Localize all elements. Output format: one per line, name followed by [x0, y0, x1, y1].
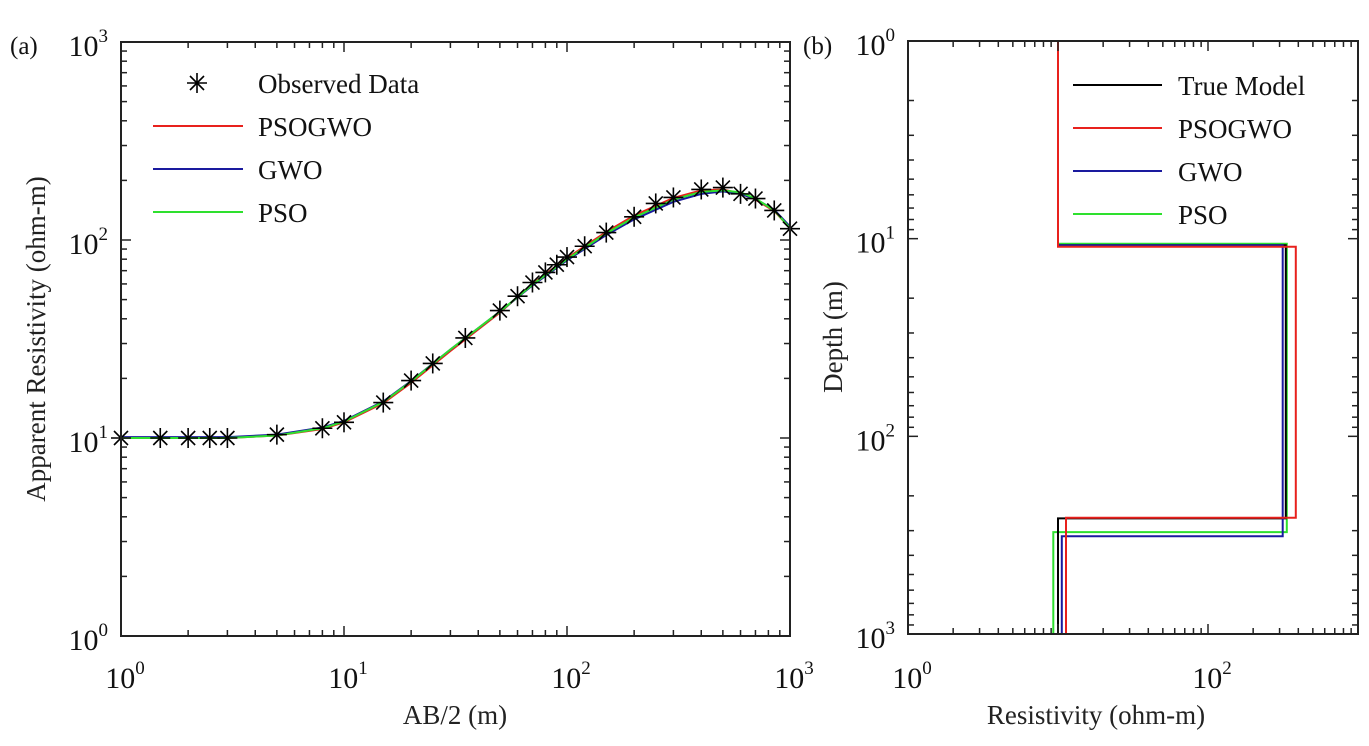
- observed-data-point: [266, 424, 287, 445]
- x-tick-label: 101: [328, 658, 368, 695]
- panel-a-marks: [111, 177, 800, 448]
- legend-label: PSOGWO: [258, 112, 372, 142]
- legend-item: True Model: [1073, 71, 1305, 101]
- panel-a-x-axis-label: AB/2 (m): [403, 700, 507, 730]
- legend-item: PSOGWO: [1073, 114, 1292, 144]
- observed-data-point: [334, 412, 354, 433]
- panel-b-axes-box: [907, 40, 1359, 635]
- y-tick-label: 103: [856, 618, 896, 655]
- observed-data-point: [535, 262, 556, 283]
- legend-label: True Model: [1178, 71, 1305, 101]
- observed-data-point: [546, 254, 567, 275]
- x-tick-label: 102: [551, 658, 591, 695]
- panel-b-label: (b): [803, 33, 832, 60]
- observed-data-point: [691, 179, 712, 200]
- legend-item: PSOGWO: [153, 112, 372, 142]
- panel-a-legend: Observed Data PSOGWO GWO PSO: [153, 69, 419, 228]
- y-tick-label: 102: [856, 420, 896, 457]
- panel-b-legend: True Model PSOGWO GWO PSO: [1073, 71, 1305, 230]
- series-line-psogwo: [121, 188, 791, 439]
- legend-label: PSO: [1178, 200, 1228, 230]
- observed-data-point: [507, 286, 528, 307]
- panel-b-ticks: 100 102 100 101 102 103: [856, 25, 1358, 695]
- y-tick-label: 102: [69, 224, 109, 261]
- observed-data-point: [764, 200, 785, 221]
- x-tick-label: 100: [105, 658, 145, 695]
- asterisk-marker-icon: [187, 73, 207, 93]
- panel-a-label: (a): [10, 33, 38, 60]
- observed-data-point: [199, 428, 220, 448]
- legend-label: PSO: [258, 198, 308, 228]
- observed-data-point: [401, 370, 422, 391]
- panel-a-y-axis-label: Apparent Resistivity (ohm-m): [21, 176, 51, 501]
- y-tick-label: 100: [856, 25, 896, 62]
- x-tick-label: 100: [892, 658, 932, 695]
- panel-b-y-axis-label: Depth (m): [818, 281, 848, 393]
- observed-data-point: [624, 206, 645, 227]
- observed-data-point: [489, 300, 510, 321]
- observed-data-point: [422, 353, 443, 374]
- panel-a: (a) 100 101 102 103 100 101 102 103 AB/2 (m) Ap…: [10, 26, 814, 730]
- legend-item: Observed Data: [187, 69, 419, 99]
- observed-data-point: [522, 272, 543, 293]
- observed-data-point: [557, 247, 577, 268]
- legend-item: GWO: [1073, 157, 1242, 187]
- observed-data-point: [712, 177, 733, 198]
- panel-a-axes-box: [120, 41, 791, 637]
- panel-a-ticks: 100 101 102 103 100 101 102 103: [69, 26, 814, 695]
- series-line-gwo: [121, 190, 791, 439]
- panel-b: (b) 100 102 100 101 102 103 Resistivity (ohm-…: [803, 25, 1359, 730]
- observed-data-point: [596, 222, 617, 243]
- observed-data-point: [312, 418, 333, 439]
- observed-data-point: [150, 428, 171, 448]
- y-tick-label: 100: [69, 620, 109, 657]
- legend-label: Observed Data: [258, 69, 419, 99]
- observed-data-point: [645, 193, 666, 214]
- legend-label: PSOGWO: [1178, 114, 1292, 144]
- x-tick-label: 102: [1192, 658, 1232, 695]
- observed-data-point: [663, 187, 684, 208]
- legend-item: PSO: [153, 198, 308, 228]
- x-tick-label: 103: [774, 658, 814, 695]
- panel-b-x-axis-label: Resistivity (ohm-m): [987, 700, 1205, 730]
- observed-data-point: [373, 392, 394, 413]
- legend-label: GWO: [1178, 157, 1242, 187]
- panel-b-marks: [1052, 41, 1297, 634]
- y-tick-label: 101: [69, 422, 109, 459]
- observed-data-point: [574, 236, 595, 257]
- observed-data-point: [178, 428, 199, 448]
- series-line-pso: [121, 189, 791, 439]
- observed-data-point: [745, 188, 766, 209]
- legend-label: GWO: [258, 155, 322, 185]
- legend-item: PSO: [1073, 200, 1228, 230]
- model-line-psogwo: [1057, 41, 1297, 634]
- observed-data-point: [217, 428, 238, 448]
- observed-data-point: [730, 183, 751, 204]
- observed-data-point: [455, 327, 476, 348]
- legend-item: GWO: [153, 155, 322, 185]
- y-tick-label: 103: [69, 26, 109, 63]
- y-tick-label: 101: [856, 223, 896, 260]
